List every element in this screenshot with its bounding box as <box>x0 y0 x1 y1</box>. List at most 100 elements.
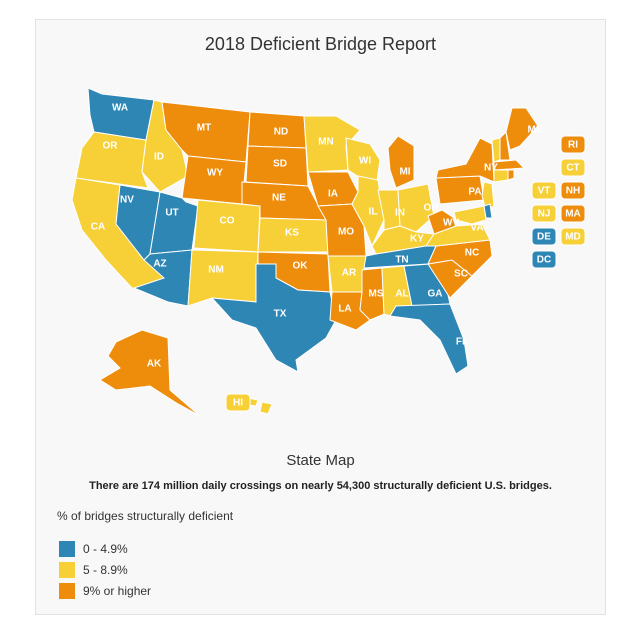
state-label-sc: SC <box>454 269 468 280</box>
state-label-nm: NM <box>208 265 224 276</box>
state-label-wv: WV <box>443 218 459 229</box>
state-label-wa: WA <box>112 103 128 114</box>
state-wy[interactable] <box>181 155 247 205</box>
callout-MD[interactable]: MD <box>560 227 586 246</box>
state-label-md: MD <box>565 232 581 243</box>
state-label-la: LA <box>338 304 351 315</box>
state-label-ca: CA <box>91 222 105 233</box>
callout-VT[interactable]: VT <box>531 181 557 200</box>
state-label-ar: AR <box>342 268 357 279</box>
state-oh[interactable] <box>397 183 435 233</box>
state-label-me: ME <box>528 125 543 136</box>
legend-item-high[interactable]: 9% or higher <box>59 581 151 601</box>
legend-swatch-high <box>59 583 75 599</box>
state-label-oh: OH <box>424 203 439 214</box>
state-label-ma: MA <box>565 209 581 220</box>
callout-box-hi <box>225 393 251 412</box>
callout-box-de <box>531 227 557 246</box>
legend-item-mid[interactable]: 5 - 8.9% <box>59 560 151 580</box>
state-label-or: OR <box>103 141 119 152</box>
state-label-wy: WY <box>207 168 223 179</box>
state-label-wi: WI <box>359 156 371 167</box>
state-label-pa: PA <box>468 187 481 198</box>
state-ma[interactable] <box>493 159 526 171</box>
state-label-al: AL <box>395 289 408 300</box>
callout-NJ[interactable]: NJ <box>531 204 557 223</box>
callout-box-ma <box>560 204 586 223</box>
legend-label-low: 0 - 4.9% <box>83 542 128 556</box>
state-label-mi: MI <box>399 167 410 178</box>
state-label-mn: MN <box>318 137 334 148</box>
state-nh[interactable] <box>499 130 511 161</box>
callout-CT[interactable]: CT <box>560 158 586 177</box>
state-vt[interactable] <box>491 137 501 163</box>
legend-label-high: 9% or higher <box>83 584 152 598</box>
state-ny[interactable] <box>435 137 495 183</box>
state-label-az: AZ <box>153 259 166 270</box>
state-label-ct: CT <box>566 163 579 174</box>
callout-RI[interactable]: RI <box>560 135 586 154</box>
state-label-tx: TX <box>274 309 287 320</box>
state-label-nv: NV <box>120 195 134 206</box>
state-label-ky: KY <box>410 234 424 245</box>
state-mi[interactable] <box>387 135 415 189</box>
state-ri[interactable] <box>507 169 515 181</box>
legend-title: % of bridges structurally deficient <box>57 509 234 523</box>
state-fl[interactable] <box>389 303 469 375</box>
legend-label-mid: 5 - 8.9% <box>83 563 128 577</box>
state-label-ut: UT <box>165 208 178 219</box>
state-label-hi: HI <box>233 398 243 409</box>
state-label-ia: IA <box>328 189 338 200</box>
legend-swatch-mid <box>59 562 75 578</box>
state-label-dc: DC <box>537 255 551 266</box>
bridge-note: There are 174 million daily crossings on… <box>89 480 552 492</box>
state-label-il: IL <box>369 207 378 218</box>
state-label-ne: NE <box>272 193 286 204</box>
report-card: 2018 Deficient Bridge Report <box>35 19 606 615</box>
state-label-ri: RI <box>568 140 578 151</box>
callout-box-dc <box>531 250 557 269</box>
state-label-nc: NC <box>465 248 479 259</box>
state-label-nd: ND <box>274 127 288 138</box>
state-label-ms: MS <box>369 289 384 300</box>
state-wv[interactable] <box>427 209 457 235</box>
map-subtitle: State Map <box>286 452 355 469</box>
state-label-nj: NJ <box>538 209 551 220</box>
state-me[interactable] <box>505 107 539 151</box>
state-label-mt: MT <box>197 123 211 134</box>
state-label-ga: GA <box>428 289 443 300</box>
state-label-ak: AK <box>147 359 162 370</box>
us-state-map: WA OR CA NV ID MT WY UT AZ CO NM ND SD N… <box>71 87 586 417</box>
callout-NH[interactable]: NH <box>560 181 586 200</box>
callout-HI[interactable]: HI <box>225 393 251 412</box>
legend-item-low[interactable]: 0 - 4.9% <box>59 539 151 559</box>
state-label-co: CO <box>220 216 235 227</box>
state-label-ks: KS <box>285 228 299 239</box>
state-ak[interactable] <box>99 329 201 417</box>
state-nm[interactable] <box>187 249 259 307</box>
state-label-tn: TN <box>395 255 408 266</box>
state-md[interactable] <box>453 205 487 225</box>
callout-box-md <box>560 227 586 246</box>
legend-swatch-low <box>59 541 75 557</box>
state-wi[interactable] <box>345 137 381 189</box>
state-label-mo: MO <box>338 227 354 238</box>
state-label-va: VA <box>470 223 483 234</box>
state-label-nh: NH <box>566 186 580 197</box>
callout-MA[interactable]: MA <box>560 204 586 223</box>
state-label-ny: NY <box>484 163 498 174</box>
callout-box-vt <box>531 181 557 200</box>
state-tx[interactable] <box>210 263 337 373</box>
state-label-id: ID <box>154 152 164 163</box>
callout-box-nh <box>560 181 586 200</box>
state-label-in: IN <box>395 208 405 219</box>
callout-DC[interactable]: DC <box>531 250 557 269</box>
state-label-vt: VT <box>538 186 551 197</box>
callout-box-ri <box>560 135 586 154</box>
state-label-de: DE <box>537 232 551 243</box>
callout-box-nj <box>531 204 557 223</box>
legend: 0 - 4.9% 5 - 8.9% 9% or higher <box>59 539 151 602</box>
callout-DE[interactable]: DE <box>531 227 557 246</box>
state-il[interactable] <box>351 175 385 248</box>
callout-box-ct <box>560 158 586 177</box>
